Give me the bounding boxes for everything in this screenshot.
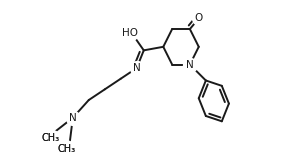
Text: CH₃: CH₃ (41, 133, 60, 143)
Text: CH₃: CH₃ (58, 144, 76, 154)
Text: N: N (186, 60, 194, 70)
Text: O: O (195, 13, 203, 24)
Text: CH₃: CH₃ (58, 144, 76, 154)
Text: N: N (133, 63, 141, 73)
Text: N: N (69, 113, 77, 123)
Text: CH₃: CH₃ (41, 133, 60, 143)
Text: HO: HO (122, 28, 139, 38)
